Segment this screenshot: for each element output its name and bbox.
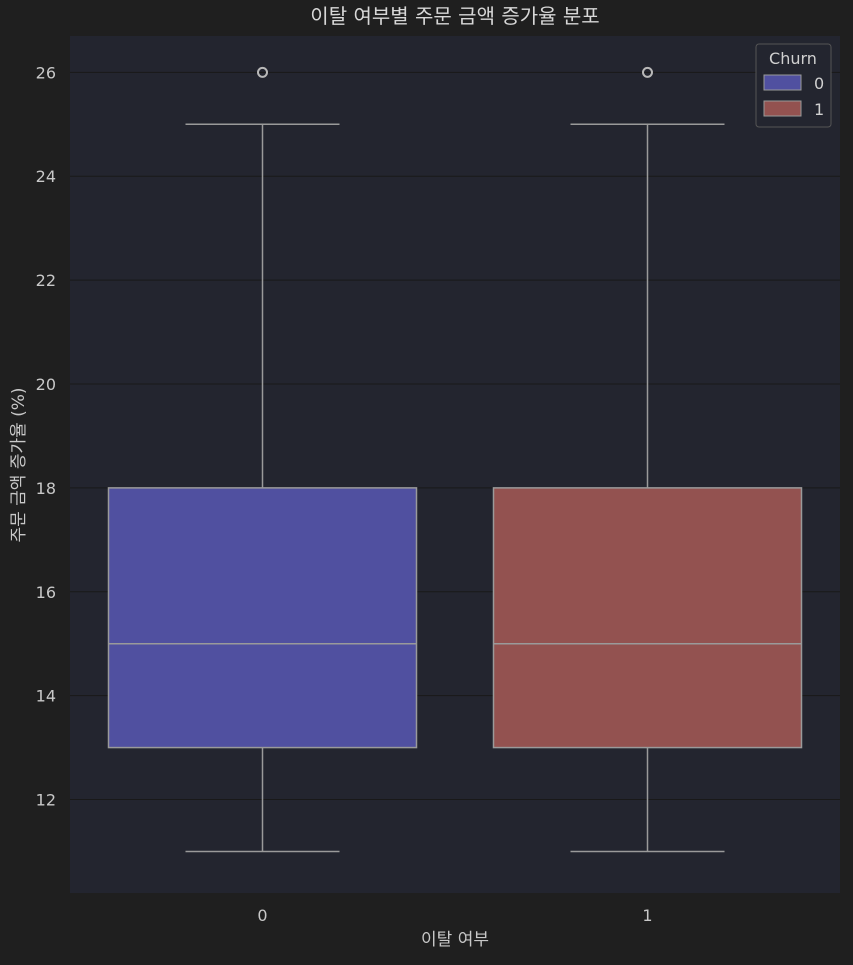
legend: Churn 0 1 [755, 43, 832, 128]
y-tick-labels: 12 14 16 18 20 22 24 26 [36, 63, 56, 809]
outlier-point [257, 66, 268, 78]
y-tick-label-22: 22 [36, 271, 56, 290]
box-group-1 [492, 66, 803, 853]
y-axis-label: 주문 금액 증가율 (%) [9, 387, 29, 542]
y-tick-label-18: 18 [36, 479, 56, 498]
x-tick-label-1: 1 [642, 906, 652, 925]
box-iqr [107, 487, 418, 749]
boxes [107, 66, 803, 853]
legend-swatch-0 [763, 74, 802, 91]
legend-swatch-1 [763, 100, 802, 117]
box-iqr [492, 487, 803, 749]
y-tick-label-14: 14 [36, 687, 56, 706]
plot-background [70, 36, 840, 893]
outlier-point [642, 66, 653, 78]
y-tick-label-16: 16 [36, 583, 56, 602]
y-tick-label-12: 12 [36, 791, 56, 810]
y-tick-label-26: 26 [36, 63, 56, 82]
x-axis-label: 이탈 여부 [421, 930, 489, 950]
x-tick-label-0: 0 [257, 906, 267, 925]
y-tick-label-24: 24 [36, 167, 56, 186]
legend-title: Churn [769, 49, 817, 68]
legend-label-0: 0 [814, 74, 824, 93]
box-group-0 [107, 66, 418, 853]
y-tick-label-20: 20 [36, 375, 56, 394]
chart-title: 이탈 여부별 주문 금액 증가율 분포 [310, 4, 599, 28]
legend-label-1: 1 [814, 100, 824, 119]
